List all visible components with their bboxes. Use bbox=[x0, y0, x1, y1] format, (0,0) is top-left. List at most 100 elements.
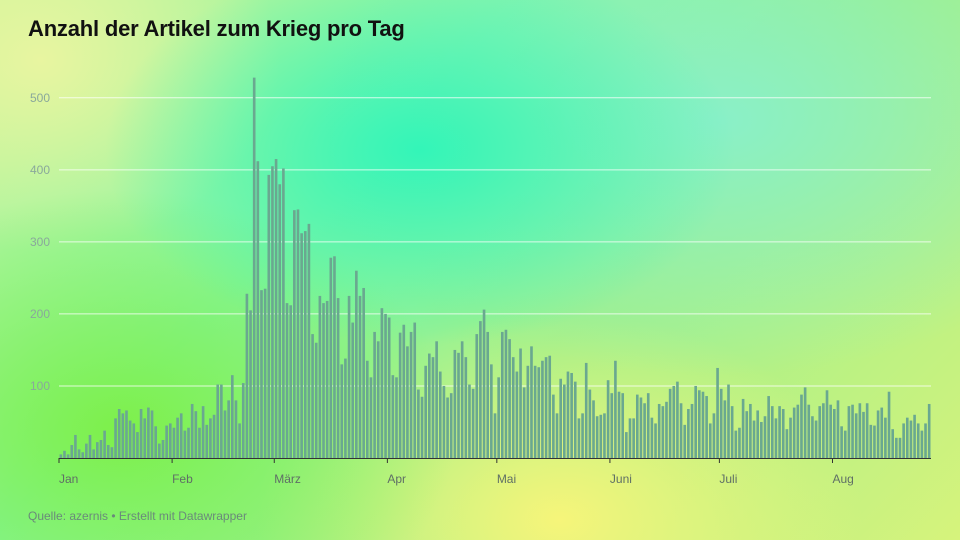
bar bbox=[168, 423, 172, 458]
bar bbox=[552, 394, 555, 458]
bar bbox=[475, 334, 479, 458]
x-tick-label: Feb bbox=[172, 472, 193, 486]
bar bbox=[515, 371, 519, 458]
bar bbox=[701, 391, 705, 458]
bar bbox=[227, 400, 230, 458]
bar bbox=[358, 295, 362, 458]
bar bbox=[873, 425, 876, 458]
bar bbox=[362, 287, 365, 458]
bar bbox=[920, 430, 924, 458]
bar bbox=[457, 352, 460, 458]
bar bbox=[234, 400, 238, 458]
bar bbox=[581, 413, 584, 458]
bar bbox=[738, 427, 741, 458]
bar bbox=[187, 427, 190, 458]
x-tick-label: Jan bbox=[59, 472, 78, 486]
bar bbox=[307, 223, 311, 458]
bar bbox=[289, 305, 292, 458]
bar bbox=[522, 387, 526, 458]
bar bbox=[63, 450, 66, 458]
bar bbox=[614, 360, 617, 458]
bar bbox=[220, 384, 223, 458]
bar bbox=[796, 404, 800, 458]
bar bbox=[763, 416, 767, 458]
chart-title: Anzahl der Artikel zum Krieg pro Tag bbox=[28, 16, 405, 41]
bar bbox=[650, 417, 654, 458]
bar bbox=[876, 410, 880, 458]
bar bbox=[508, 339, 511, 458]
bar bbox=[183, 430, 187, 458]
bar bbox=[741, 398, 745, 458]
bar bbox=[282, 168, 285, 458]
bar bbox=[891, 429, 895, 458]
bar bbox=[690, 403, 694, 458]
y-tick-label: 300 bbox=[30, 235, 50, 249]
bar bbox=[679, 403, 683, 458]
bar bbox=[745, 411, 749, 458]
bar bbox=[172, 427, 176, 458]
bar bbox=[526, 365, 530, 458]
bar bbox=[471, 388, 475, 458]
bar bbox=[369, 377, 373, 458]
bar bbox=[625, 432, 628, 458]
bar bbox=[599, 414, 603, 458]
bar bbox=[92, 449, 95, 458]
bar bbox=[639, 397, 643, 458]
bar bbox=[117, 409, 121, 458]
bar bbox=[577, 418, 581, 458]
bar bbox=[858, 403, 862, 458]
bar bbox=[205, 424, 209, 458]
bar bbox=[179, 413, 183, 458]
bar bbox=[271, 166, 274, 459]
bar bbox=[708, 423, 712, 458]
bar bbox=[756, 410, 760, 458]
bar bbox=[486, 331, 490, 458]
bar bbox=[559, 378, 562, 458]
bar bbox=[705, 396, 708, 458]
bar bbox=[927, 403, 931, 458]
bar bbox=[296, 209, 300, 458]
bar bbox=[628, 418, 632, 458]
bar bbox=[453, 349, 457, 458]
bar bbox=[916, 423, 920, 458]
bar bbox=[654, 423, 657, 458]
bar bbox=[395, 377, 398, 458]
gridlines bbox=[59, 97, 931, 387]
bar bbox=[417, 389, 420, 458]
bar bbox=[136, 432, 139, 458]
bar bbox=[836, 400, 840, 458]
x-tick-label: März bbox=[274, 472, 301, 486]
bar bbox=[533, 365, 537, 458]
bar bbox=[767, 396, 770, 458]
x-tick-label: Apr bbox=[387, 472, 406, 486]
bar bbox=[66, 454, 70, 458]
bar bbox=[176, 417, 179, 458]
bar bbox=[373, 331, 376, 458]
bar bbox=[548, 355, 552, 458]
bar bbox=[774, 418, 778, 458]
bar bbox=[158, 443, 161, 458]
bar bbox=[727, 384, 730, 458]
bar bbox=[632, 418, 635, 458]
bar bbox=[278, 184, 282, 458]
bar bbox=[555, 413, 559, 458]
bar bbox=[851, 404, 854, 458]
bar bbox=[862, 411, 865, 458]
bar bbox=[563, 384, 566, 458]
bar bbox=[570, 372, 573, 458]
bar bbox=[895, 437, 898, 458]
bar bbox=[584, 362, 588, 458]
bar bbox=[785, 429, 789, 458]
bar bbox=[398, 332, 402, 458]
bar bbox=[807, 404, 811, 458]
bar bbox=[303, 231, 307, 458]
bar bbox=[128, 420, 132, 458]
bar bbox=[223, 410, 227, 458]
bar bbox=[161, 439, 165, 458]
bar bbox=[635, 394, 639, 458]
bar bbox=[365, 360, 369, 458]
bar bbox=[74, 434, 77, 458]
bar bbox=[905, 417, 909, 458]
bar bbox=[59, 454, 63, 458]
bar bbox=[847, 406, 851, 458]
